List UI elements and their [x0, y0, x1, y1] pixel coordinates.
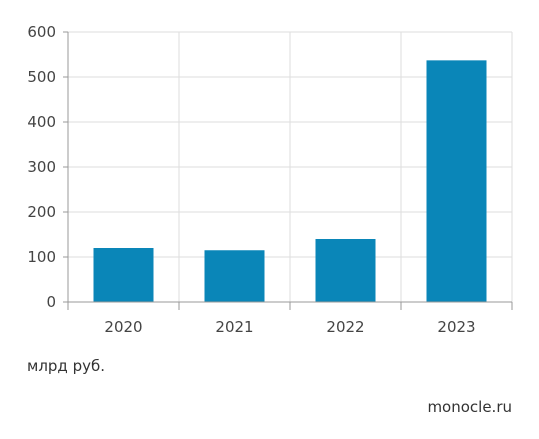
bar-chart: 0 100 200 300 400 500 600 2020 2021 2022 2023: [27, 23, 513, 336]
bar: [204, 250, 265, 302]
y-tick-label: 100: [27, 248, 56, 266]
axes: [63, 31, 513, 310]
x-tick-label: 2022: [326, 318, 364, 336]
x-tick-label: 2020: [104, 318, 142, 336]
tick-labels: 0 100 200 300 400 500 600 2020 2021 2022 2023: [27, 23, 475, 336]
bar: [93, 248, 154, 302]
x-tick-label: 2021: [215, 318, 253, 336]
y-tick-label: 300: [27, 158, 56, 176]
y-tick-label: 500: [27, 68, 56, 86]
y-tick-label: 0: [46, 293, 56, 311]
bar: [426, 60, 487, 302]
unit-label: млрд руб.: [27, 357, 105, 375]
y-tick-label: 400: [27, 113, 56, 131]
bars: [93, 60, 487, 302]
y-tick-label: 600: [27, 23, 56, 41]
bar: [315, 239, 376, 302]
y-tick-label: 200: [27, 203, 56, 221]
x-tick-label: 2023: [437, 318, 475, 336]
grid-lines: [68, 31, 513, 302]
source-label: monocle.ru: [427, 398, 512, 416]
